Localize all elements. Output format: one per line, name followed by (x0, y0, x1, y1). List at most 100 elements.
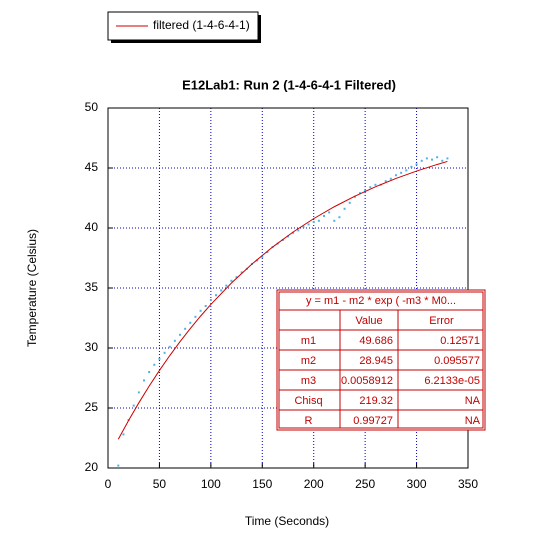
data-point (168, 345, 171, 348)
data-point (420, 159, 423, 162)
data-point (431, 158, 433, 161)
data-point (287, 235, 289, 238)
table-cell: NA (465, 415, 481, 427)
fit-line (117, 160, 448, 440)
data-point (338, 216, 341, 219)
x-tick-label: 100 (201, 477, 221, 491)
data-point (148, 371, 151, 373)
data-point (184, 327, 187, 330)
data-point (163, 351, 166, 354)
table-cell: m1 (301, 335, 316, 347)
data-point (410, 165, 413, 168)
data-point (204, 305, 207, 307)
y-tick-label: 45 (85, 160, 99, 174)
data-point (405, 169, 408, 172)
table-cell: 219.32 (359, 395, 393, 407)
data-point (292, 231, 295, 234)
table-cell: NA (465, 395, 481, 407)
data-point (158, 357, 161, 360)
data-point (225, 284, 228, 287)
data-point (143, 379, 145, 382)
data-point (117, 464, 120, 467)
data-point (425, 157, 428, 160)
data-point (415, 163, 418, 166)
y-tick-label: 20 (85, 460, 99, 474)
table-cell: Chisq (294, 395, 322, 407)
data-point (189, 321, 192, 324)
data-point (348, 201, 351, 204)
data-point (446, 157, 449, 160)
data-point (235, 276, 238, 279)
y-tick-label: 50 (85, 100, 99, 114)
table-cell: 0.99727 (353, 415, 393, 427)
data-point (297, 229, 300, 232)
fit-table-inner (278, 291, 484, 429)
data-point (209, 299, 212, 301)
y-axis-label: Temperature (Celsius) (25, 229, 39, 347)
data-point (353, 195, 356, 198)
x-tick-label: 300 (407, 477, 427, 491)
data-point (153, 363, 156, 366)
fit-table (276, 289, 486, 431)
data-point (441, 159, 444, 162)
data-point (179, 333, 181, 336)
data-point (122, 433, 125, 436)
table-cell: 6.2133e-05 (424, 375, 480, 387)
x-axis-label: Time (Seconds) (245, 514, 329, 528)
table-cell: 0.095577 (434, 355, 480, 367)
data-point (132, 404, 135, 407)
data-point (266, 251, 269, 253)
data-point (389, 177, 392, 180)
x-tick-label: 50 (153, 477, 167, 491)
data-point (323, 215, 325, 217)
table-cell: 0.12571 (440, 335, 480, 347)
data-point (261, 255, 264, 258)
table-header: Value (355, 315, 382, 327)
data-point (436, 156, 439, 159)
data-point (312, 221, 315, 223)
data-point (199, 309, 202, 312)
data-point (194, 315, 197, 318)
chart-title: E12Lab1: Run 2 (1-4-6-4-1 Filtered) (182, 77, 396, 92)
data-point (240, 271, 243, 274)
data-point (220, 289, 223, 292)
table-header: Error (429, 315, 454, 327)
data-point (317, 219, 320, 222)
x-tick-label: 150 (252, 477, 272, 491)
data-point (384, 180, 387, 183)
data-point (364, 189, 367, 192)
data-point (137, 391, 140, 394)
y-tick-label: 30 (85, 340, 99, 354)
data-point (400, 171, 403, 174)
data-point (374, 183, 377, 186)
x-tick-label: 250 (355, 477, 375, 491)
legend-label: filtered (1-4-6-4-1) (153, 18, 250, 32)
data-point (343, 207, 346, 210)
data-point (302, 225, 305, 228)
plot-frame (107, 107, 469, 469)
data-point (333, 219, 336, 222)
x-tick-label: 200 (304, 477, 324, 491)
data-point (173, 339, 176, 342)
data-point (328, 211, 331, 214)
table-cell: R (305, 415, 313, 427)
x-tick-label: 350 (458, 477, 478, 491)
data-point (359, 192, 361, 195)
y-tick-label: 40 (85, 220, 99, 234)
table-cell: m2 (301, 355, 316, 367)
y-tick-label: 35 (85, 280, 99, 294)
table-title: y = m1 - m2 * exp ( -m3 * M0... (306, 295, 456, 307)
data-point (395, 174, 397, 177)
data-point (256, 259, 259, 262)
table-cell: 28.945 (359, 355, 393, 367)
y-tick-label: 25 (85, 400, 99, 414)
x-tick-label: 0 (105, 477, 112, 491)
table-cell: 49.686 (359, 335, 393, 347)
table-cell: 0.0058912 (341, 375, 393, 387)
data-point (307, 223, 310, 226)
data-point (215, 294, 217, 297)
table-cell: m3 (301, 375, 316, 387)
data-point (230, 279, 233, 282)
data-point (369, 186, 372, 189)
